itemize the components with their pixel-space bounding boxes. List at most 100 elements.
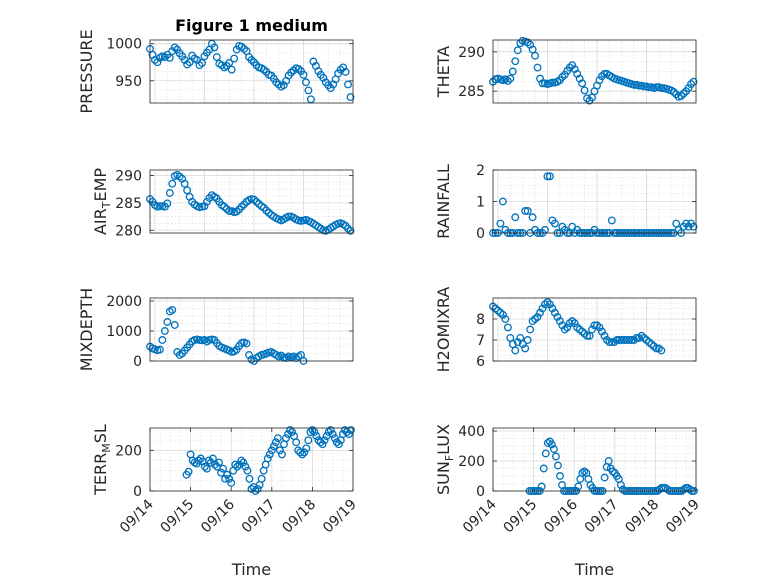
data-point [580,467,589,476]
data-point [604,457,613,465]
data-point [204,456,213,465]
data-point [578,79,587,88]
data-point [284,212,293,221]
data-point [288,428,297,437]
data-point [608,467,617,476]
data-point [215,458,223,467]
axes-box [492,39,697,104]
data-point [533,312,542,321]
data-point [677,91,686,100]
data-point [220,202,229,211]
data-point [265,450,274,459]
data-point [296,448,305,457]
data-point [551,452,560,461]
data-point [309,57,318,66]
data-point [212,53,221,61]
data-point [273,434,282,443]
data-point [555,317,564,326]
data-point [257,474,266,483]
data-point [324,428,333,437]
data-point [275,446,284,455]
data-point [163,199,172,208]
y-tick-label: 0 [476,226,485,242]
data-point [541,449,550,458]
data-point [320,436,329,445]
data-point [511,57,520,66]
data-point [684,84,693,92]
y-tick-label: 7 [476,333,485,349]
data-point [574,482,583,491]
data-point [622,336,631,344]
y-axis-label: AIRTEMP [91,168,113,235]
data-point [600,473,609,482]
data-point [496,219,505,228]
data-point [202,464,211,473]
data-point [200,462,209,471]
axes-box [149,297,354,362]
data-point [570,319,579,328]
markers-terr_msl [182,426,355,495]
y-tick-label: 950 [115,74,142,90]
data-point [346,226,355,235]
data-point [180,179,189,188]
data-point [299,70,308,79]
y-tick-label: 290 [115,168,142,184]
data-point [250,195,258,204]
data-point [163,318,172,326]
data-point [306,95,315,104]
markers-h2omixra [489,298,666,355]
data-point [278,450,286,459]
axes-box [492,427,697,492]
data-point [211,460,219,469]
y-tick-label: 285 [458,84,485,100]
axes-box [149,427,354,492]
data-point [252,197,261,206]
data-point [549,445,558,453]
data-point [536,308,544,317]
data-point [518,340,527,349]
y-tick-label: 1000 [106,37,142,53]
data-point [160,53,169,61]
data-point [328,430,337,439]
y-tick-label: 2 [476,163,485,179]
data-point [304,436,313,445]
subplot-rainfall: 0 1 2 RAINFALL [434,163,698,242]
axes-box [492,169,697,234]
data-point [635,81,644,90]
data-point [347,426,355,434]
data-point [600,331,609,340]
markers-air_temp [146,170,355,235]
data-point [511,346,520,355]
data-point [657,84,666,92]
data-point [198,59,206,67]
data-point [254,200,263,208]
y-tick-label: 285 [115,196,142,212]
y-tick-label: 0 [133,484,142,500]
data-point [346,93,355,102]
data-point [595,76,604,85]
data-point [339,63,348,72]
data-point [151,56,159,64]
data-point [521,344,530,353]
data-point [547,440,556,449]
data-point [508,67,517,76]
data-point [632,333,641,342]
data-point [237,202,246,211]
data-point [550,219,559,228]
data-point [302,78,310,87]
data-point [316,438,325,447]
data-point [302,444,311,453]
y-tick-label: 200 [115,443,142,459]
data-point [679,89,688,98]
data-point [239,458,248,467]
y-axis-label: PRESSURE [77,29,96,113]
data-point [588,325,596,334]
data-point [554,461,562,470]
data-point [272,78,281,87]
data-point [225,59,234,67]
data-point [538,304,547,313]
data-point [607,216,616,225]
data-point [312,432,321,441]
